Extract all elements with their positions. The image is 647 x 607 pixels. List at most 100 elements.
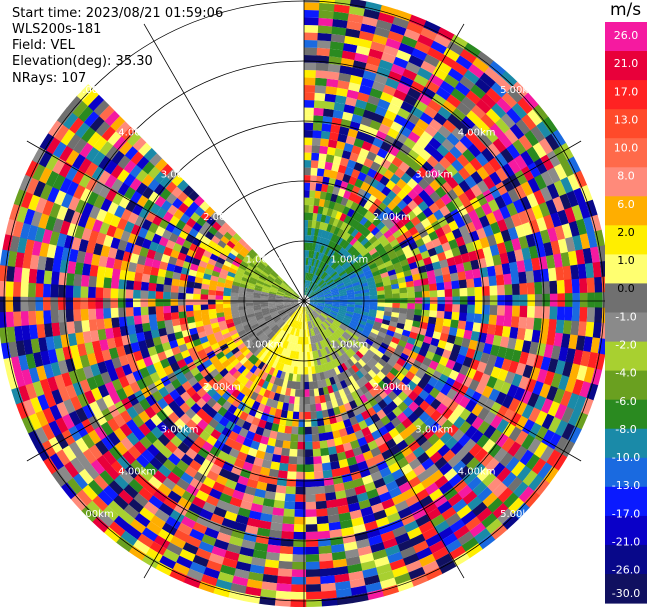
- velocity-cell: [363, 481, 377, 493]
- velocity-cell: [209, 279, 218, 287]
- velocity-cell: [345, 313, 353, 318]
- velocity-cell: [377, 389, 388, 400]
- velocity-cell: [202, 249, 213, 259]
- velocity-cell: [339, 379, 348, 389]
- velocity-cell: [434, 475, 449, 489]
- velocity-cell: [13, 310, 22, 327]
- velocity-cell: [208, 289, 217, 296]
- velocity-cell: [201, 458, 214, 471]
- velocity-cell: [200, 211, 211, 222]
- colorbar-swatch: [605, 370, 647, 401]
- velocity-cell: [404, 494, 419, 508]
- velocity-cell: [458, 312, 468, 322]
- velocity-cell: [371, 251, 380, 260]
- velocity-cell: [475, 248, 485, 260]
- velocity-cell: [311, 320, 316, 328]
- velocity-cell: [458, 420, 472, 435]
- velocity-cell: [161, 477, 177, 491]
- velocity-cell: [39, 241, 50, 258]
- velocity-cell: [429, 451, 443, 465]
- velocity-cell: [253, 488, 266, 499]
- velocity-cell: [451, 127, 466, 142]
- velocity-cell: [323, 288, 331, 294]
- velocity-cell: [325, 277, 333, 284]
- velocity-cell: [267, 275, 275, 282]
- velocity-cell: [103, 276, 112, 289]
- velocity-cell: [532, 380, 544, 396]
- velocity-cell: [270, 514, 284, 524]
- velocity-cell: [479, 215, 491, 229]
- velocity-cell: [275, 345, 282, 354]
- velocity-cell: [185, 484, 200, 497]
- velocity-cell: [318, 261, 324, 269]
- velocity-cell: [133, 289, 141, 299]
- velocity-cell: [123, 159, 137, 174]
- velocity-cell: [180, 515, 196, 529]
- velocity-cell: [172, 271, 182, 280]
- velocity-cell: [295, 381, 301, 390]
- velocity-cell: [141, 526, 158, 542]
- range-ring-label: 1.00km: [246, 255, 284, 266]
- velocity-cell: [237, 401, 247, 412]
- velocity-cell: [193, 471, 207, 484]
- velocity-cell: [319, 440, 328, 449]
- velocity-cell: [253, 302, 261, 306]
- velocity-cell: [257, 378, 266, 388]
- velocity-cell: [310, 167, 318, 176]
- velocity-cell: [500, 229, 512, 243]
- velocity-cell: [364, 416, 375, 427]
- velocity-cell: [89, 363, 101, 377]
- velocity-cell: [246, 362, 255, 371]
- velocity-cell: [541, 413, 555, 431]
- velocity-cell: [281, 340, 287, 348]
- velocity-cell: [406, 308, 415, 316]
- velocity-cell: [365, 273, 374, 280]
- velocity-cell: [22, 398, 36, 417]
- velocity-cell: [103, 211, 115, 225]
- velocity-cell: [317, 40, 332, 49]
- velocity-cell: [416, 470, 431, 483]
- velocity-cell: [308, 281, 312, 289]
- velocity-cell: [309, 295, 317, 299]
- velocity-cell: [335, 140, 346, 151]
- velocity-cell: [163, 305, 171, 314]
- velocity-cell: [279, 339, 285, 347]
- velocity-cell: [400, 215, 411, 226]
- velocity-cell: [489, 285, 498, 296]
- velocity-cell: [171, 174, 184, 187]
- velocity-cell: [446, 388, 458, 401]
- velocity-cell: [175, 429, 188, 442]
- velocity-cell: [483, 411, 497, 426]
- velocity-cell: [526, 305, 535, 319]
- velocity-cell: [545, 133, 560, 152]
- velocity-cell: [224, 314, 233, 321]
- velocity-cell: [164, 319, 173, 328]
- velocity-cell: [293, 291, 300, 298]
- velocity-cell: [200, 367, 210, 378]
- velocity-cell: [113, 135, 128, 151]
- velocity-cell: [336, 228, 344, 238]
- velocity-cell: [447, 473, 463, 488]
- velocity-cell: [166, 355, 177, 366]
- velocity-cell: [481, 438, 496, 454]
- velocity-cell: [132, 401, 145, 415]
- velocity-cell: [388, 273, 398, 281]
- velocity-cell: [543, 370, 555, 387]
- velocity-cell: [309, 301, 318, 304]
- velocity-cell: [441, 349, 452, 360]
- velocity-cell: [138, 506, 155, 522]
- velocity-cell: [585, 199, 598, 218]
- velocity-cell: [438, 356, 449, 367]
- velocity-cell: [397, 107, 411, 120]
- velocity-cell: [378, 491, 392, 503]
- velocity-cell: [463, 69, 481, 85]
- velocity-cell: [346, 89, 360, 100]
- velocity-cell: [309, 297, 318, 300]
- velocity-cell: [304, 411, 311, 420]
- velocity-cell: [225, 256, 235, 264]
- velocity-cell: [113, 258, 123, 270]
- velocity-cell: [286, 349, 292, 358]
- colorbar-tick-label: -30.0: [612, 587, 640, 600]
- velocity-cell: [442, 119, 457, 134]
- velocity-cell: [344, 166, 354, 177]
